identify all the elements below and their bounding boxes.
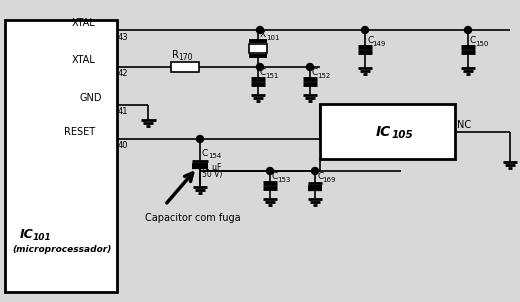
Circle shape <box>464 27 472 34</box>
Text: C: C <box>470 36 476 45</box>
Text: XTAL: XTAL <box>72 55 96 65</box>
Text: 154: 154 <box>208 153 221 159</box>
Text: C: C <box>260 68 266 77</box>
Circle shape <box>197 136 203 143</box>
Text: XTAL: XTAL <box>72 18 96 28</box>
Circle shape <box>256 27 264 34</box>
Circle shape <box>256 63 264 70</box>
Text: 170: 170 <box>178 53 192 63</box>
Bar <box>320 104 455 159</box>
Text: 152: 152 <box>317 73 330 79</box>
Text: X: X <box>260 30 266 39</box>
Text: 50 V): 50 V) <box>202 171 223 179</box>
Text: 101: 101 <box>33 233 52 243</box>
Text: 151: 151 <box>265 73 278 79</box>
Text: 149: 149 <box>372 41 385 47</box>
Text: 153: 153 <box>277 177 290 183</box>
Circle shape <box>361 27 369 34</box>
Text: C: C <box>272 172 278 181</box>
Bar <box>171 62 199 72</box>
Text: IC: IC <box>375 124 391 139</box>
Text: 105: 105 <box>392 130 413 140</box>
Text: 43: 43 <box>118 33 128 41</box>
Text: R: R <box>172 50 179 60</box>
Text: RESET: RESET <box>64 127 95 137</box>
Bar <box>249 44 267 53</box>
Circle shape <box>306 63 314 70</box>
Text: 40: 40 <box>118 142 128 150</box>
Text: C: C <box>367 36 373 45</box>
Text: (microprocessador): (microprocessador) <box>12 246 111 255</box>
Text: 169: 169 <box>322 177 335 183</box>
Text: GND: GND <box>79 93 101 103</box>
Text: 101: 101 <box>266 34 280 40</box>
Text: Capacitor com fuga: Capacitor com fuga <box>145 213 241 223</box>
Bar <box>5 20 117 292</box>
Text: 41: 41 <box>118 108 128 117</box>
Text: (1 µF: (1 µF <box>202 162 222 172</box>
Circle shape <box>311 168 318 175</box>
Text: IC: IC <box>20 227 34 240</box>
Text: C: C <box>317 172 323 181</box>
Text: NC: NC <box>457 120 471 130</box>
Text: C: C <box>312 68 318 77</box>
Text: 150: 150 <box>475 41 488 47</box>
Text: C: C <box>202 149 208 158</box>
Circle shape <box>267 168 274 175</box>
Text: 42: 42 <box>118 69 128 79</box>
